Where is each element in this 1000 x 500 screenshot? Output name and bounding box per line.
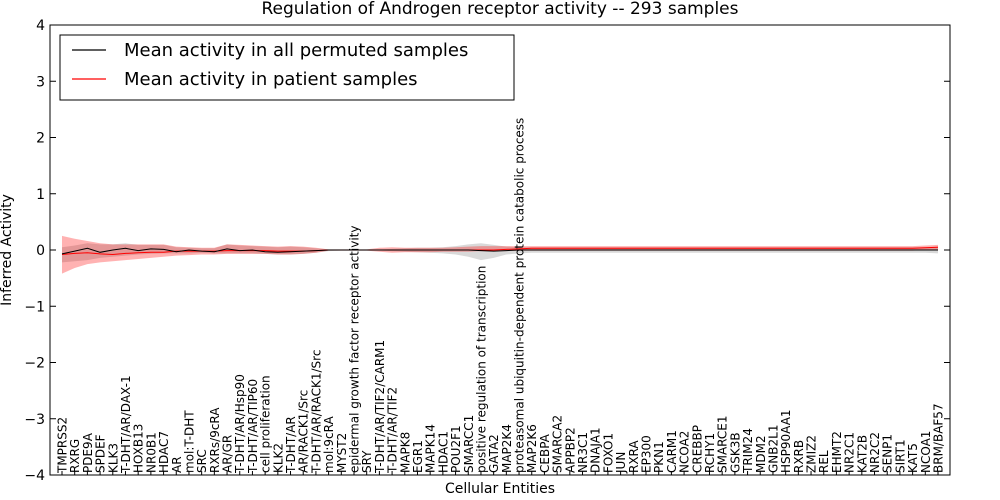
y-tick-label: 1 xyxy=(36,187,45,203)
x-tick-label: BRM/BAF57 xyxy=(932,403,946,473)
y-tick-label: −3 xyxy=(24,412,45,428)
x-tick-label: KLK2 xyxy=(271,443,285,473)
x-tick-label: CARM1 xyxy=(665,430,679,473)
x-tick-label: PKN1 xyxy=(652,441,666,473)
x-axis-ticks: TMPRSS2RXRGPDE9ASPDEFKLK3T-DHT/AR/DAX-1H… xyxy=(56,118,946,475)
x-tick-label: EP300 xyxy=(640,435,654,473)
x-tick-label: SMARCE1 xyxy=(716,415,730,473)
x-tick-label: HSP90AA1 xyxy=(779,409,793,473)
x-axis-label: Cellular Entities xyxy=(445,481,555,497)
x-tick-label: T-DHT/AR/RACK1/Src xyxy=(309,350,323,474)
x-tick-label: proteasomal ubiquitin-dependent protein … xyxy=(513,118,527,473)
x-tick-label: SRY xyxy=(360,450,374,473)
x-tick-label: T-DHT/AR/Hsp90 xyxy=(233,374,247,474)
x-tick-label: RXRG xyxy=(68,439,82,473)
series-lines xyxy=(61,246,939,256)
y-axis-ticks: 4 3 2 1 0 −1 −2 −3 −4 xyxy=(24,18,950,484)
x-tick-label: CREBBP xyxy=(690,425,704,473)
x-tick-label: POU2F1 xyxy=(449,425,463,473)
x-tick-label: T-DHT/AR/TIP60 xyxy=(246,379,260,474)
x-tick-label: SIRT1 xyxy=(893,439,907,473)
x-tick-label: MAPK14 xyxy=(424,424,438,473)
series-line-permuted xyxy=(61,247,938,255)
x-tick-label: NR3C1 xyxy=(576,432,590,473)
x-tick-label: NCOA1 xyxy=(919,431,933,473)
x-tick-label: SPDEF xyxy=(94,434,108,473)
x-tick-label: AR/RACK1/Src xyxy=(297,390,311,473)
x-tick-label: DNAJA1 xyxy=(589,427,603,473)
legend: Mean activity in all permuted samples Me… xyxy=(59,34,515,101)
x-tick-label: HDAC1 xyxy=(436,431,450,473)
x-tick-label: SMARCA2 xyxy=(551,415,565,473)
y-tick-label: −1 xyxy=(24,299,45,315)
x-tick-label: SENP1 xyxy=(881,434,895,473)
x-tick-label: KLK3 xyxy=(106,443,120,473)
confidence-bands xyxy=(62,235,938,274)
x-tick-label: T-DHT/AR/DAX-1 xyxy=(119,375,133,474)
y-tick-label: 3 xyxy=(36,74,45,90)
y-tick-label: 0 xyxy=(36,243,45,259)
x-tick-label: GNB2L1 xyxy=(767,425,781,473)
x-tick-label: RCHY1 xyxy=(703,433,717,473)
x-tick-label: KAT5 xyxy=(906,443,920,473)
x-tick-label: MAP2K4 xyxy=(500,424,514,473)
x-tick-label: APPBP2 xyxy=(563,427,577,473)
x-tick-label: EHMT2 xyxy=(830,431,844,473)
x-tick-label: FOXO1 xyxy=(601,433,615,473)
x-tick-label: SMARCC1 xyxy=(462,415,476,473)
legend-label-patient: Mean activity in patient samples xyxy=(124,69,418,90)
x-tick-label: MYST2 xyxy=(335,433,349,473)
x-tick-label: MDM2 xyxy=(754,435,768,473)
y-tick-label: −2 xyxy=(24,356,45,372)
x-tick-label: positive regulation of transcription xyxy=(475,266,489,473)
x-tick-label: RXRs/9cRA xyxy=(208,407,222,473)
x-tick-label: HDAC7 xyxy=(157,431,171,473)
x-tick-label: T-DHT/AR xyxy=(284,416,298,474)
x-tick-label: ZMIZ2 xyxy=(805,435,819,473)
x-tick-label: NR2C2 xyxy=(868,432,882,473)
x-tick-label: epidermal growth factor receptor activit… xyxy=(348,226,362,473)
plot-frame xyxy=(49,24,951,476)
x-tick-label: GATA2 xyxy=(487,434,501,473)
x-tick-label: GSK3B xyxy=(728,432,742,473)
x-tick-label: REL xyxy=(817,450,831,473)
x-tick-label: HOXB13 xyxy=(132,424,146,473)
y-tick-label: 4 xyxy=(36,18,45,34)
x-tick-label: CEBPA xyxy=(538,433,552,473)
x-tick-label: PDE9A xyxy=(81,432,95,473)
x-tick-label: MAP2K6 xyxy=(525,424,539,473)
x-tick-label: JUN xyxy=(614,452,628,474)
y-axis-label: Inferred Activity xyxy=(0,194,15,306)
x-tick-label: NCOA2 xyxy=(678,431,692,473)
x-tick-label: TRIM24 xyxy=(741,428,755,474)
x-tick-label: T-DHT/AR/TIF2 xyxy=(386,387,400,474)
legend-box xyxy=(59,34,515,101)
x-tick-label: MAPK8 xyxy=(398,432,412,473)
x-tick-label: RXRB xyxy=(792,440,806,473)
x-tick-label: EGR1 xyxy=(411,440,425,473)
legend-label-permuted: Mean activity in all permuted samples xyxy=(124,40,468,61)
x-tick-label: mol:T-DHT xyxy=(183,410,197,473)
x-tick-label: NR0B1 xyxy=(144,432,158,473)
x-tick-label: SRC xyxy=(195,449,209,473)
x-tick-label: AR xyxy=(170,456,184,473)
x-tick-label: cell proliferation xyxy=(259,375,273,473)
x-tick-label: RXRA xyxy=(627,440,641,473)
chart-title: Regulation of Androgen receptor activity… xyxy=(262,0,739,19)
x-tick-label: KAT2B xyxy=(855,435,869,473)
x-tick-label: NR2C1 xyxy=(843,432,857,473)
x-tick-label: mol:9cRA xyxy=(322,416,336,473)
x-tick-label: T-DHT/AR/TIF2/CARM1 xyxy=(373,340,387,474)
y-tick-label: −4 xyxy=(24,468,45,484)
y-tick-label: 2 xyxy=(36,131,45,147)
x-tick-label: AR/GR xyxy=(221,435,235,473)
x-tick-label: TMPRSS2 xyxy=(56,417,70,474)
